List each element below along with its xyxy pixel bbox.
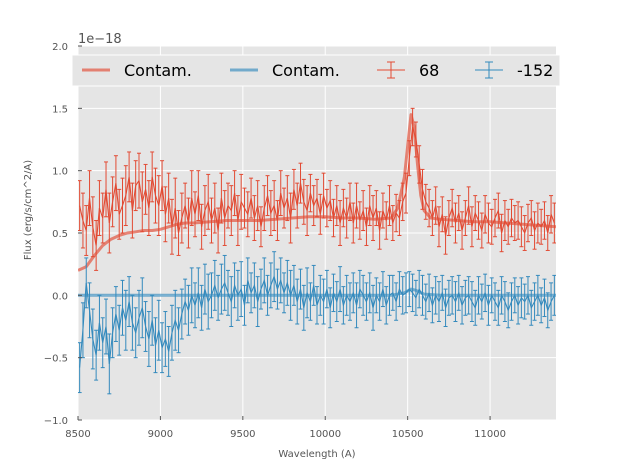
errorbar-series--152 xyxy=(78,251,556,395)
legend-item-2: Contam. xyxy=(230,61,340,80)
legend-label: 68 xyxy=(419,61,439,80)
x-tick-label: 10500 xyxy=(392,429,424,440)
x-tick-label: 9500 xyxy=(230,429,255,440)
legend-label: Contam. xyxy=(272,61,340,80)
errorbar-series xyxy=(78,107,556,395)
axes: 8500 9000 9500 10000 10500 11000 −1.0 −0.5 0.0 0.… xyxy=(44,42,506,440)
y-tick-label: 1.5 xyxy=(52,104,68,115)
x-tick-label: 10000 xyxy=(309,429,341,440)
x-tick-label: 9000 xyxy=(148,429,173,440)
legend-label: Contam. xyxy=(124,61,192,80)
y-tick-label: 0.5 xyxy=(52,229,68,240)
x-tick-label: 8500 xyxy=(65,429,90,440)
legend-item-4: -152 xyxy=(475,61,553,80)
legend-item-3: 68 xyxy=(377,61,439,80)
legend: Contam. Contam. 68 -152 xyxy=(71,54,561,87)
y-axis-offset-label: 1e−18 xyxy=(78,32,122,47)
y-tick-label: 1.0 xyxy=(52,167,68,178)
y-tick-label: 2.0 xyxy=(52,42,68,53)
legend-item-1: Contam. xyxy=(82,61,192,80)
errorbar-series-68 xyxy=(78,107,556,271)
y-tick-label: −0.5 xyxy=(44,354,68,365)
y-axis-label: Flux (erg/s/cm^2/A) xyxy=(23,160,34,260)
y-tick-label: 0.0 xyxy=(52,291,68,302)
x-tick-label: 11000 xyxy=(474,429,506,440)
x-axis-label: Wavelength (A) xyxy=(278,449,355,460)
y-tick-label: −1.0 xyxy=(44,416,68,427)
legend-label: -152 xyxy=(517,61,553,80)
